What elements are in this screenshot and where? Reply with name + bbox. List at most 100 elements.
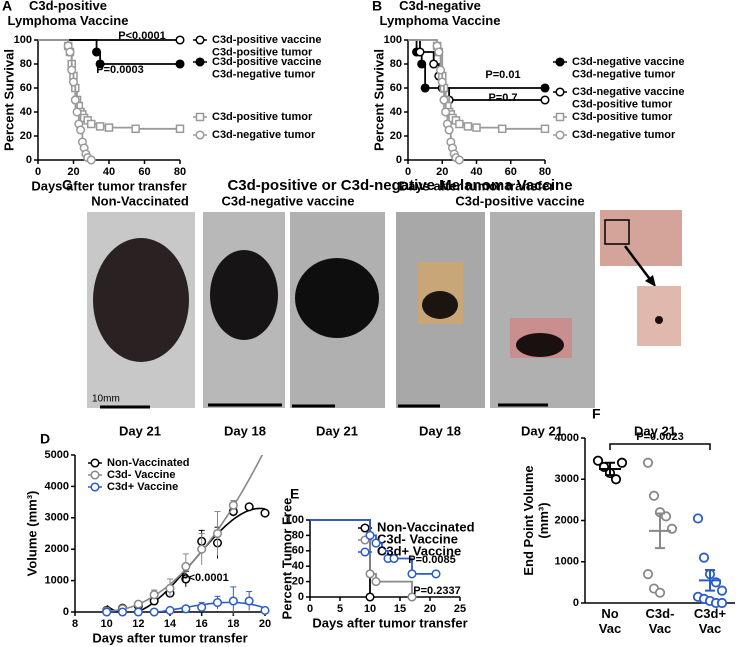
marker xyxy=(540,95,550,105)
y-axis-label: Volume (mm³) xyxy=(24,491,39,577)
marker xyxy=(95,122,105,131)
tumor xyxy=(210,250,278,340)
y-tick-label: 0 xyxy=(26,154,32,166)
y-tick-label: 3000 xyxy=(555,473,579,485)
dot xyxy=(616,457,628,468)
panel-letter: D xyxy=(40,431,50,447)
marker xyxy=(149,607,159,617)
x-tick-label: 14 xyxy=(164,618,177,630)
y-tick-label: 0 xyxy=(396,154,402,166)
marker xyxy=(360,523,370,533)
text-line: Vac xyxy=(599,621,621,636)
tumor xyxy=(655,316,663,324)
panel-letter: F xyxy=(592,406,601,422)
x-tick-label: 0 xyxy=(405,166,411,178)
marker xyxy=(104,123,114,132)
chart-title: C3d-positive Lymphoma Vaccine xyxy=(8,0,129,28)
y-tick-label: 60 xyxy=(292,545,304,557)
annotation: P=0.0003 xyxy=(96,64,143,76)
marker xyxy=(195,35,205,45)
x-tick-label: 10 xyxy=(364,603,376,615)
legend-label: C3d-positive tumor xyxy=(572,111,673,123)
marker xyxy=(540,83,550,93)
marker xyxy=(417,59,427,69)
marker xyxy=(65,47,75,57)
text-line: C3d-negative vaccine xyxy=(572,86,685,98)
text-line: C3d+ xyxy=(694,606,727,621)
marker xyxy=(228,500,238,510)
marker xyxy=(360,547,370,557)
marker xyxy=(76,125,86,135)
inset-frame xyxy=(604,219,630,245)
legend-label: C3d-positive vaccine C3d-negative tumor xyxy=(212,56,321,81)
marker xyxy=(540,124,550,134)
significance-bracket xyxy=(609,443,711,450)
text-line: End Point Volume xyxy=(521,465,536,575)
marker xyxy=(439,95,449,105)
dot xyxy=(642,457,654,468)
marker xyxy=(365,592,375,602)
x-tick-label: 0 xyxy=(307,603,313,615)
legend-label: Non-Vaccinated xyxy=(107,457,190,469)
marker xyxy=(463,122,473,131)
y-tick-label: 1000 xyxy=(555,556,579,568)
tumor xyxy=(422,291,458,319)
panel-letter: B xyxy=(372,0,382,14)
legend-label: C3d+ Vaccine xyxy=(107,481,178,493)
dot xyxy=(716,597,728,609)
marker xyxy=(260,508,270,518)
x-tick-label: 80 xyxy=(174,166,186,178)
marker xyxy=(195,57,205,67)
x-tick-label: C3d+ Vac xyxy=(694,606,727,636)
marker xyxy=(497,124,507,134)
marker xyxy=(72,107,82,117)
x-tick-label: 20 xyxy=(259,618,271,630)
marker xyxy=(87,119,96,129)
marker xyxy=(197,544,207,554)
text-line: Lymphoma Vaccine xyxy=(380,13,501,28)
y-tick-label: 4000 xyxy=(555,432,579,444)
text-line: C3d- xyxy=(646,606,675,621)
scale-label: 10mm xyxy=(92,394,120,405)
x-tick-label: 12 xyxy=(132,618,144,630)
marker xyxy=(212,598,223,608)
marker xyxy=(244,596,254,606)
marker xyxy=(195,130,205,140)
marker xyxy=(86,155,96,165)
y-tick-label: 0 xyxy=(63,606,69,618)
x-tick-label: No Vac xyxy=(599,606,621,636)
text-line: Vac xyxy=(649,621,671,636)
y-tick-label: 40 xyxy=(292,560,304,572)
day-label: Day 21 xyxy=(316,423,358,438)
legend-label: C3d- Vaccine xyxy=(107,469,175,481)
marker xyxy=(437,77,447,87)
x-tick-label: 5 xyxy=(337,603,343,615)
x-tick-label: 18 xyxy=(227,618,239,630)
survival-curve xyxy=(408,39,545,89)
marker xyxy=(472,123,481,132)
text-line: Vac xyxy=(699,621,721,636)
y-axis-label: Percent Tumor Free xyxy=(279,498,294,620)
survival-curve xyxy=(408,39,545,101)
marker xyxy=(441,107,451,117)
y-tick-label: 100 xyxy=(14,34,32,46)
x-tick-label: 60 xyxy=(505,166,517,178)
marker xyxy=(455,119,464,129)
x-axis-label: Days after tumor transfer xyxy=(31,178,186,193)
text-line: C3d-negative tumor xyxy=(212,69,316,81)
annotation: P=0.2337 xyxy=(413,585,460,597)
y-tick-label: 20 xyxy=(20,130,32,142)
text-line: C3d-negative tumor xyxy=(572,69,676,81)
marker xyxy=(90,470,100,480)
marker xyxy=(181,561,191,572)
marker xyxy=(165,583,175,594)
text-line: C3d-positive vaccine xyxy=(212,56,321,68)
tumor xyxy=(295,258,379,338)
y-tick-label: 40 xyxy=(390,106,402,118)
x-axis-label: Days after tumor transfer xyxy=(312,615,467,630)
dot xyxy=(642,569,654,580)
day-label: Day 21 xyxy=(521,423,563,438)
y-tick-label: 100 xyxy=(384,34,402,46)
y-tick-label: 4000 xyxy=(45,480,69,492)
marker xyxy=(407,592,417,602)
